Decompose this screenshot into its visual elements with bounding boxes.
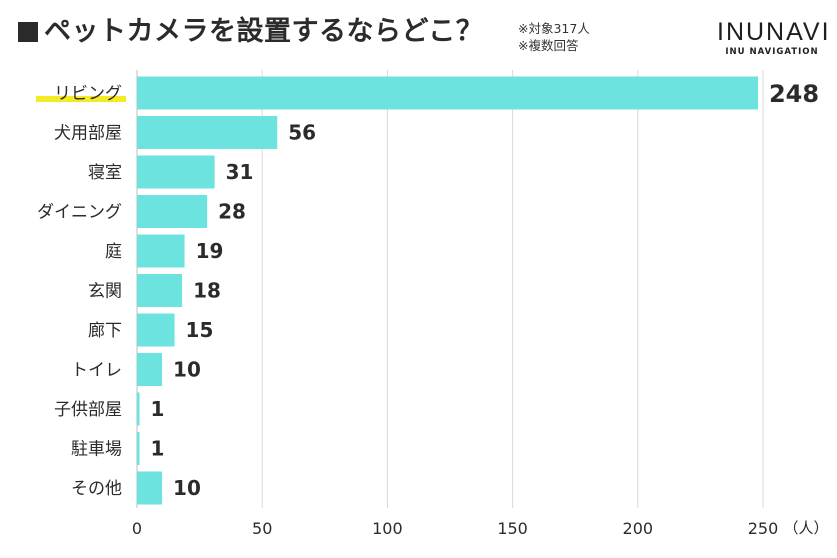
category-label: 寝室 — [88, 162, 122, 183]
bar — [137, 432, 140, 465]
category-label: 玄関 — [88, 282, 122, 302]
category-label: 庭 — [105, 242, 122, 262]
x-axis-unit-label: （人） — [783, 519, 828, 537]
x-tick-label: 200 — [623, 519, 654, 538]
brand-logo: INUNAVI INU NAVIGATION — [717, 18, 831, 58]
data-label: 19 — [196, 239, 224, 263]
brand-subtitle: INU NAVIGATION — [725, 47, 819, 57]
bar — [137, 155, 215, 189]
bar — [137, 313, 175, 347]
bar — [137, 195, 208, 228]
data-label: 10 — [173, 476, 201, 500]
category-highlight — [36, 96, 126, 102]
x-tick-label: 50 — [252, 519, 272, 538]
bar — [137, 471, 163, 505]
category-label: 駐車場 — [71, 440, 122, 460]
bar — [137, 76, 758, 110]
data-label: 15 — [186, 318, 214, 342]
data-label: 31 — [226, 160, 254, 184]
x-tick-label: 100 — [372, 519, 403, 538]
category-label: トイレ — [71, 361, 122, 381]
bar — [137, 392, 140, 426]
data-label: 10 — [173, 358, 201, 382]
x-tick-label: 250 — [748, 519, 779, 538]
chart-notes: ※対象317人 ※複数回答 — [518, 20, 590, 54]
category-label: リビング — [54, 84, 122, 104]
title-square-icon — [18, 22, 38, 42]
data-label: 1 — [151, 437, 165, 461]
brand-name: INUNAVI — [717, 18, 831, 46]
chart-title: ペットカメラを設置するならどこ？ — [44, 16, 484, 47]
data-label: 1 — [151, 397, 165, 421]
data-label: 56 — [288, 121, 316, 145]
note-multiple-answers: ※複数回答 — [518, 38, 579, 53]
x-tick-label: 0 — [132, 519, 142, 538]
category-label: その他 — [71, 479, 122, 499]
bar — [137, 116, 278, 149]
data-label: 18 — [193, 279, 221, 303]
category-label: 廊下 — [88, 321, 122, 341]
bar — [137, 353, 163, 386]
bar — [137, 274, 183, 307]
category-label: 犬用部屋 — [54, 124, 122, 144]
category-label: 子供部屋 — [54, 400, 122, 420]
x-tick-label: 150 — [497, 519, 528, 538]
data-label: 248 — [769, 80, 819, 108]
category-label: ダイニング — [37, 203, 122, 223]
note-respondents: ※対象317人 — [518, 21, 590, 36]
data-label: 28 — [218, 200, 246, 224]
bar — [137, 234, 185, 268]
